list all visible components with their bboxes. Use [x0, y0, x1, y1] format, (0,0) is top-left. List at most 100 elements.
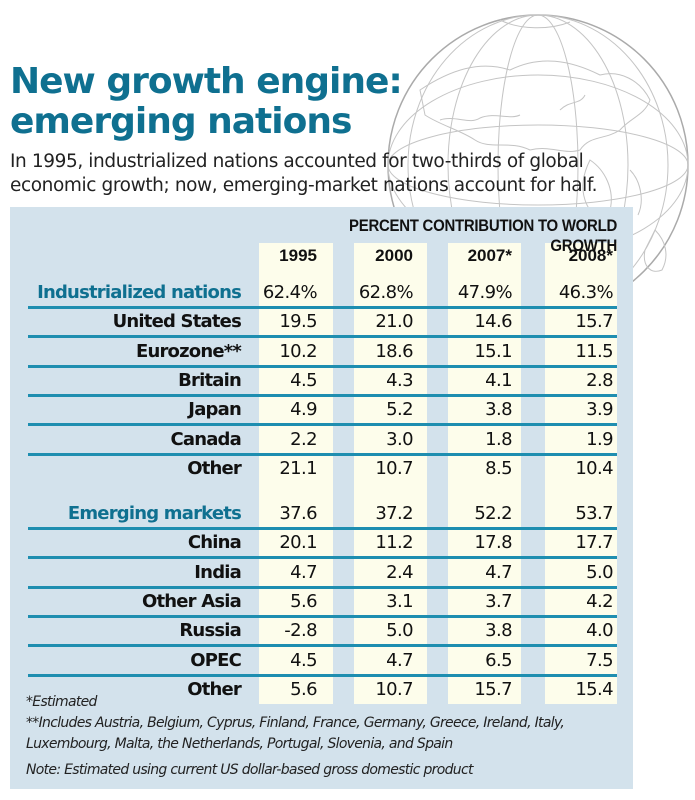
- cell-value: 3.1: [386, 591, 413, 612]
- row-divider: [28, 364, 617, 368]
- row-divider: [28, 452, 617, 456]
- cell-value: 5.0: [386, 620, 413, 642]
- cell-value: 15.4: [575, 678, 613, 700]
- footnote-note: Note: Estimated using current US dollar-…: [26, 762, 473, 778]
- cell-value: 6.5: [485, 649, 512, 671]
- cell-value: 2.8: [586, 369, 613, 391]
- column-band-2008: [545, 243, 617, 704]
- column-group-header: PERCENT CONTRIBUTION TO WORLD GROWTH: [349, 216, 617, 255]
- cell-value: 15.7: [575, 311, 613, 333]
- cell-value: 10.7: [375, 678, 413, 700]
- column-header-2000: 2000: [375, 246, 413, 265]
- row-divider: [28, 306, 617, 309]
- column-header-1995: 1995: [279, 246, 317, 265]
- cell-value: 10.4: [575, 457, 613, 479]
- cell-value: 17.8: [474, 532, 512, 554]
- column-band-2000: [354, 243, 427, 704]
- cell-value: 17.7: [575, 532, 613, 554]
- cell-value: 47.9%: [457, 282, 513, 303]
- row-divider: [28, 527, 617, 531]
- row-divider: [28, 556, 617, 560]
- cell-value: 3.8: [485, 620, 512, 642]
- cell-value: 62.8%: [358, 282, 414, 303]
- row-label: Other Asia: [141, 591, 242, 612]
- cell-value: 14.6: [474, 311, 512, 333]
- cell-value: 1.9: [586, 428, 613, 450]
- subtitle: In 1995, industrialized nations accounte…: [10, 150, 690, 198]
- cell-value: 4.5: [290, 369, 317, 391]
- cell-value: 4.3: [386, 369, 413, 391]
- group-row: Industrialized nations 62.4% 62.8% 47.9% 46.…: [0, 278, 695, 307]
- cell-value: 4.7: [485, 561, 512, 583]
- cell-value: 46.3%: [558, 282, 614, 303]
- cell-value: 4.2: [586, 591, 613, 612]
- cell-value: 4.7: [290, 561, 317, 583]
- cell-value: 4.0: [586, 620, 613, 642]
- cell-value: 53.7: [575, 503, 613, 525]
- cell-value: 10.2: [279, 340, 317, 362]
- cell-value: 62.4%: [262, 282, 318, 303]
- group-label: Industrialized nations: [37, 282, 242, 303]
- row-label: Russia: [179, 620, 241, 642]
- cell-value: 8.5: [485, 457, 512, 479]
- table-row: Canada 2.2 3.0 1.8 1.9: [0, 425, 695, 454]
- cell-value: 15.7: [474, 678, 512, 700]
- cell-value: 20.1: [279, 532, 317, 554]
- row-divider: [28, 393, 617, 397]
- row-divider: [28, 335, 617, 339]
- cell-value: 11.5: [575, 340, 613, 362]
- cell-value: 10.7: [375, 457, 413, 479]
- column-header-2008: 2008*: [568, 246, 613, 265]
- row-label: China: [187, 532, 242, 554]
- group-row: Emerging markets 37.6 37.2 52.2 53.7: [0, 499, 695, 528]
- row-label: OPEC: [190, 649, 242, 671]
- cell-value: 4.7: [386, 649, 413, 671]
- cell-value: 5.6: [290, 591, 317, 612]
- cell-value: 3.8: [485, 399, 512, 421]
- cell-value: 11.2: [375, 532, 413, 554]
- table-row: OPEC 4.5 4.7 6.5 7.5: [0, 646, 695, 675]
- cell-value: 4.1: [485, 369, 512, 391]
- cell-value: 7.5: [586, 649, 613, 671]
- subtitle-line-1: In 1995, industrialized nations accounte…: [10, 151, 584, 172]
- table-row: Eurozone** 10.2 18.6 15.1 11.5: [0, 337, 695, 366]
- group-label: Emerging markets: [67, 503, 242, 525]
- cell-value: 1.8: [485, 428, 512, 450]
- row-divider: [28, 585, 617, 589]
- cell-value: 15.1: [474, 340, 512, 362]
- row-divider: [28, 615, 617, 618]
- cell-value: 2.2: [290, 428, 317, 450]
- row-divider: [28, 673, 617, 677]
- row-label: Other: [187, 678, 242, 700]
- row-label: Canada: [170, 428, 241, 450]
- footnote-eurozone-2: Luxembourg, Malta, the Netherlands, Port…: [26, 736, 453, 752]
- cell-value: 21.0: [375, 311, 413, 333]
- table-row: Britain 4.5 4.3 4.1 2.8: [0, 366, 695, 395]
- row-label: Japan: [188, 399, 241, 421]
- row-label: India: [194, 561, 242, 583]
- subtitle-line-2: economic growth; now, emerging-market na…: [10, 175, 598, 196]
- cell-value: 4.9: [290, 399, 317, 421]
- row-label: Britain: [178, 369, 242, 391]
- cell-value: 2.4: [386, 561, 413, 583]
- cell-value: 4.5: [290, 649, 317, 671]
- table-row: Russia -2.8 5.0 3.8 4.0: [0, 616, 695, 645]
- title-line-2: emerging nations: [10, 101, 352, 142]
- row-divider: [28, 644, 617, 648]
- cell-value: 18.6: [375, 340, 413, 362]
- table-row: Other Asia 5.6 3.1 3.7 4.2: [0, 587, 695, 616]
- cell-value: 37.2: [375, 503, 413, 525]
- column-band-2007: [448, 243, 521, 704]
- table-row: Other 21.1 10.7 8.5 10.4: [0, 454, 695, 483]
- table-row: China 20.1 11.2 17.8 17.7: [0, 528, 695, 557]
- cell-value: 52.2: [474, 503, 512, 525]
- cell-value: 21.1: [279, 457, 317, 479]
- row-divider: [28, 423, 617, 427]
- cell-value: 5.0: [586, 561, 613, 583]
- row-label: Other: [187, 457, 242, 479]
- cell-value: 19.5: [279, 311, 317, 333]
- cell-value: 37.6: [279, 503, 317, 525]
- footnote-eurozone-1: **Includes Austria, Belgium, Cyprus, Fin…: [26, 715, 565, 731]
- cell-value: 3.0: [386, 428, 413, 450]
- cell-value: 3.7: [485, 591, 512, 612]
